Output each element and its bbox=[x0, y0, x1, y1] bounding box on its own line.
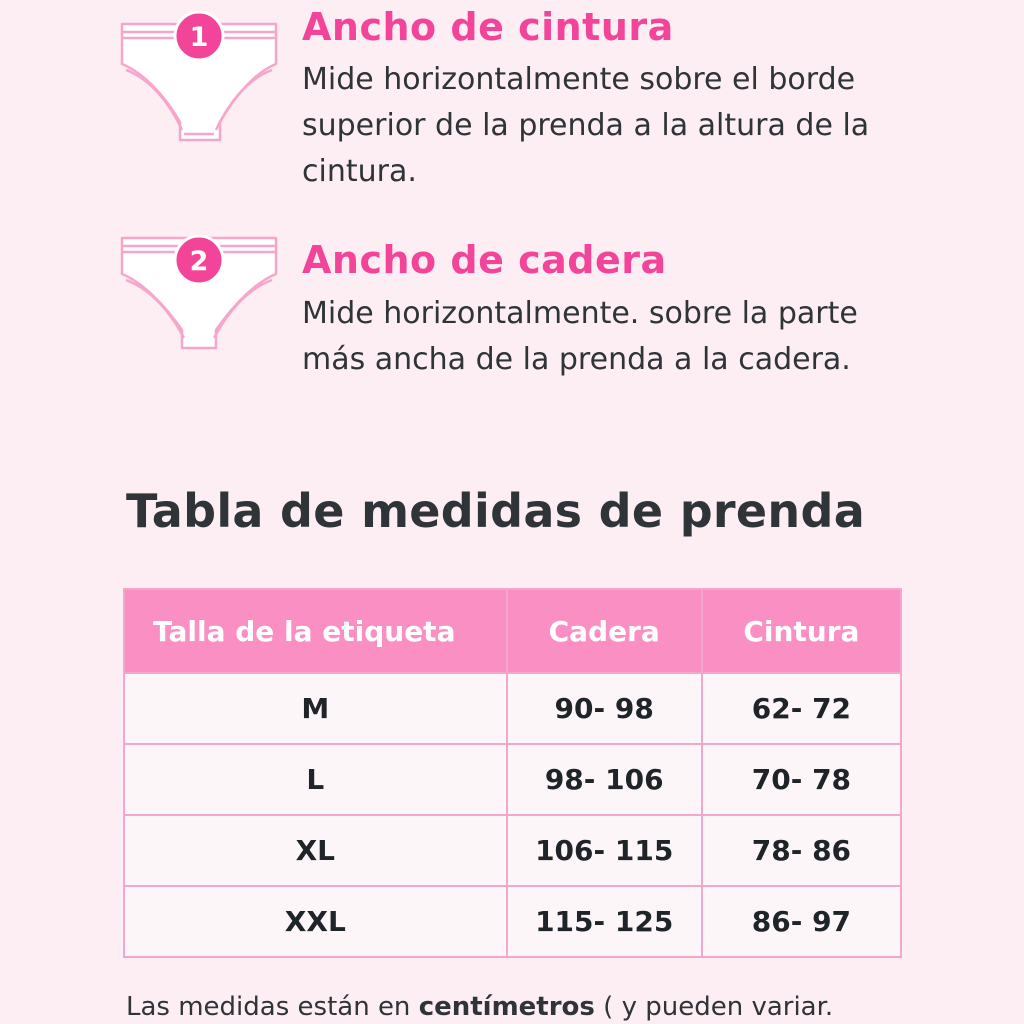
size-table: Talla de la etiqueta Cadera Cintura M 90… bbox=[123, 588, 903, 958]
column-header-waist: Cintura bbox=[700, 588, 903, 674]
hip-cell: 115- 125 bbox=[505, 885, 703, 958]
table-header-row: Talla de la etiqueta Cadera Cintura bbox=[123, 588, 903, 674]
step-number: 2 bbox=[190, 246, 209, 277]
size-cell: M bbox=[123, 672, 508, 745]
size-cell: XL bbox=[123, 814, 508, 887]
section-title: Tabla de medidas de prenda bbox=[126, 484, 866, 538]
footnote-prefix: Las medidas están en bbox=[126, 992, 419, 1022]
footnote: Las medidas están en centímetros ( y pue… bbox=[126, 992, 833, 1022]
waist-cell: 78- 86 bbox=[700, 814, 903, 887]
waist-cell: 70- 78 bbox=[700, 743, 903, 816]
instruction-title: Ancho de cadera bbox=[302, 238, 667, 282]
size-cell: L bbox=[123, 743, 508, 816]
column-header-size: Talla de la etiqueta bbox=[123, 588, 508, 674]
table-row: M 90- 98 62- 72 bbox=[123, 672, 903, 745]
table-row: L 98- 106 70- 78 bbox=[123, 743, 903, 816]
footnote-suffix: ( y pueden variar. bbox=[594, 992, 834, 1022]
size-cell: XXL bbox=[123, 885, 508, 958]
hip-cell: 106- 115 bbox=[505, 814, 703, 887]
instruction-description: Mide horizontalmente sobre el borde supe… bbox=[302, 62, 870, 189]
panties-icon: 1 bbox=[120, 10, 278, 142]
waist-cell: 62- 72 bbox=[700, 672, 903, 745]
instruction-description: Mide horizontalmente. sobre la parte más… bbox=[302, 296, 858, 377]
hip-cell: 98- 106 bbox=[505, 743, 703, 816]
table-row: XL 106- 115 78- 86 bbox=[123, 814, 903, 887]
footnote-emphasis: centímetros bbox=[418, 992, 595, 1022]
panties-icon: 2 bbox=[120, 234, 278, 350]
hip-cell: 90- 98 bbox=[505, 672, 703, 745]
waist-cell: 86- 97 bbox=[700, 885, 903, 958]
table-row: XXL 115- 125 86- 97 bbox=[123, 885, 903, 958]
instruction-title: Ancho de cintura bbox=[302, 5, 674, 49]
column-header-hip: Cadera bbox=[505, 588, 703, 674]
step-number: 1 bbox=[190, 22, 209, 53]
